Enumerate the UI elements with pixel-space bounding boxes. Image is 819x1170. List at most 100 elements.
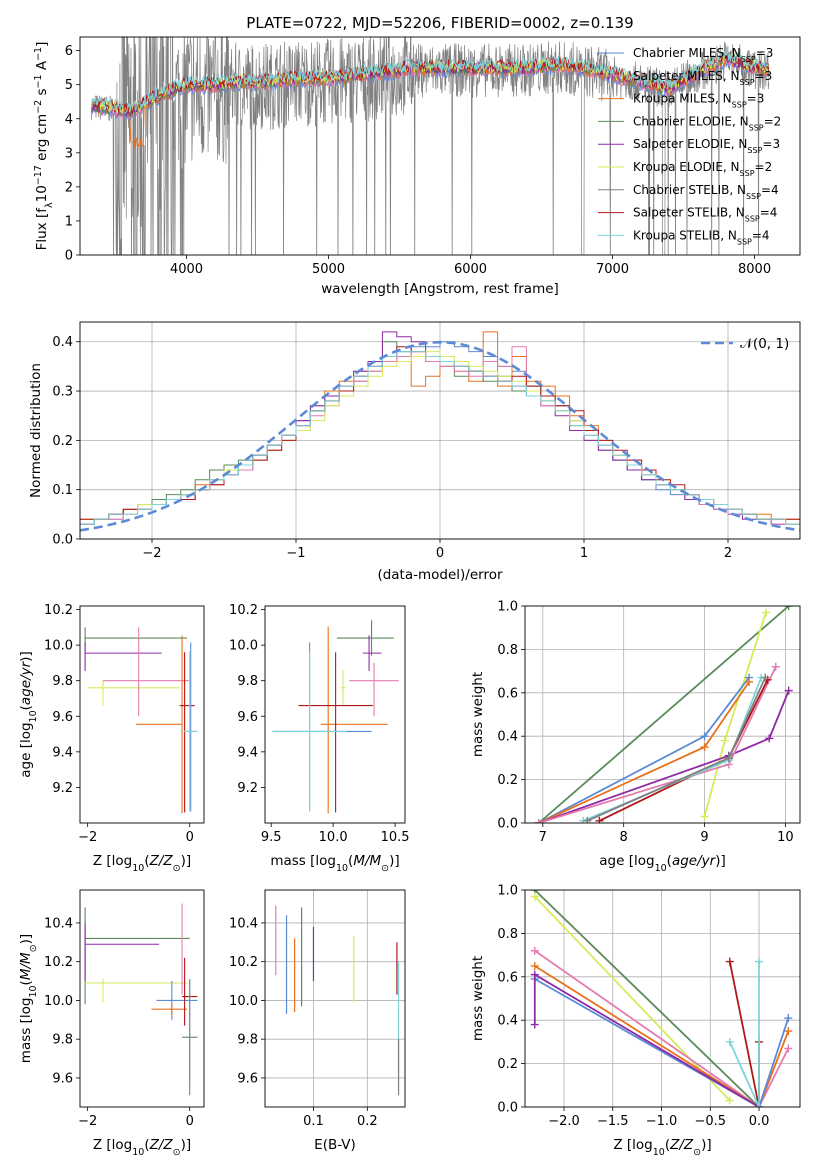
y-tick-label: 0.6: [497, 970, 518, 985]
plus-marker: [784, 1044, 793, 1053]
y-tick-label: 0: [65, 249, 73, 264]
y-tick-label: 9.6: [52, 710, 73, 725]
plus-marker: [745, 677, 754, 686]
x-tick-label: −1.0: [646, 1114, 678, 1129]
y-tick-label: 9.6: [237, 710, 258, 725]
mass-weight-line-green: [538, 606, 790, 823]
age_vs_mass-panel: 9.5 10.0 10.5 9.2 9.4 9.6 9.8 10.0 10.2 mass [log…: [229, 603, 410, 873]
plus-marker: [530, 961, 539, 970]
mass-weight-line-yellow: [534, 895, 731, 1102]
y-tick-label: 0.2: [497, 773, 518, 788]
x-tick-label: −2: [78, 830, 97, 845]
x-tick-label: −1: [286, 546, 305, 561]
y-tick-label: 0.0: [497, 817, 518, 832]
legend-entry: Salpeter ELODIE, NSSP=3: [633, 137, 780, 155]
mass-weight-line-green: [534, 890, 760, 1107]
plus-marker: [700, 812, 709, 821]
y-tick-label: 6: [65, 44, 73, 59]
mass-weight-line-blue: [534, 978, 790, 1107]
x-tick-label: 9: [700, 830, 708, 845]
y-tick-label: 10.2: [229, 955, 258, 970]
x-tick-label: 0: [186, 1114, 194, 1129]
y-tick-label: 10.0: [229, 639, 258, 654]
y-tick-label: 0.0: [497, 1101, 518, 1116]
y-tick-label: 0.4: [497, 730, 518, 745]
y-tick-label: 0.3: [52, 385, 73, 400]
x-tick-label: 8: [620, 830, 628, 845]
y-tick-label: 0.1: [52, 483, 73, 498]
x-axis-label: age [log10(age/yr)]: [599, 853, 725, 874]
legend: Chabrier MILES, NSSP=3 Salpeter MILES, NS…: [598, 46, 781, 246]
line-data: [530, 890, 793, 1107]
figure-title: PLATE=0722, MJD=52206, FIBERID=0002, z=0…: [246, 14, 633, 32]
y-tick-label: 9.2: [52, 781, 73, 796]
y-tick-label: 10.0: [44, 639, 73, 654]
x-axis-label: Z [log10(Z/Z⊙)]: [613, 1137, 711, 1158]
x-tick-label: 6000: [454, 262, 487, 277]
mass_vs_EBV-panel: 0.1 0.2 9.6 9.8 10.0 10.2 10.4 E(B-V): [229, 889, 406, 1153]
mass-weight-line-blue: [538, 677, 750, 823]
plus-marker: [725, 1096, 734, 1105]
y-tick-label: 0.4: [52, 335, 73, 350]
mass-weight-line-orange: [534, 965, 790, 1107]
x-tick-label: −0.5: [694, 1114, 726, 1129]
legend-entry: Salpeter MILES, NSSP=3: [633, 69, 772, 87]
x-tick-label: 0.0: [749, 1114, 770, 1129]
plus-marker: [700, 743, 709, 752]
x-tick-label: 0: [186, 830, 194, 845]
x-tick-label: −1.5: [597, 1114, 629, 1129]
x-tick-label: 2: [724, 546, 732, 561]
observed-spectrum: [91, 37, 770, 255]
x-tick-label: 7000: [596, 262, 629, 277]
plus-marker: [765, 734, 774, 743]
axes-frame: [79, 321, 801, 540]
y-tick-label: 10.0: [44, 994, 73, 1009]
y-axis-label: Normed distribution: [28, 363, 44, 498]
mass-weight-line-purple: [538, 690, 790, 823]
y-tick-label: 0.4: [497, 1014, 518, 1029]
y-tick-label: 0.2: [497, 1057, 518, 1072]
y-tick-label: 9.8: [237, 1033, 258, 1048]
massweight_vs_Z-panel: −2.0 −1.5 −1.0 −0.5 0.0 0.0 0.2 0.4 0.6 0.8 1.0 Z […: [470, 884, 801, 1158]
line-data: [534, 606, 793, 823]
plus-marker: [784, 1014, 793, 1023]
x-tick-label: 0.2: [357, 1114, 378, 1129]
y-axis-label: age [log10(age/yr)]: [18, 651, 39, 777]
y-tick-label: 5: [65, 78, 73, 93]
x-tick-label: −2: [78, 1114, 97, 1129]
mass-weight-line-red: [728, 961, 760, 1107]
y-axis-label: Flux [fλ10−17 erg cm−2 s−1 A−1]: [33, 42, 55, 251]
x-tick-label: 9.5: [261, 830, 282, 845]
legend-entry: Chabrier ELODIE, NSSP=2: [633, 114, 781, 131]
axes-frame: [524, 889, 801, 1108]
x-tick-label: 8000: [738, 262, 771, 277]
plus-marker: [724, 753, 733, 762]
mass-weight-line-pink: [534, 950, 790, 1107]
plus-marker: [784, 606, 793, 610]
y-tick-label: 4: [65, 112, 73, 127]
errorbar-data: [84, 903, 198, 1096]
plus-marker: [761, 673, 770, 682]
plus-marker: [530, 970, 539, 979]
y-tick-label: 0.0: [52, 533, 73, 548]
y-tick-label: 2: [65, 180, 73, 195]
plus-marker: [720, 736, 729, 745]
x-tick-label: 10.5: [381, 830, 410, 845]
y-tick-label: 9.4: [237, 745, 258, 760]
axes-frame: [524, 605, 801, 824]
mass-weight-line-orange: [538, 681, 750, 823]
x-axis-label: E(B-V): [314, 1137, 356, 1153]
x-tick-label: 10.0: [319, 830, 348, 845]
y-tick-label: 3: [65, 146, 73, 161]
y-tick-label: 9.2: [237, 781, 258, 796]
x-axis-label: Z [log10(Z/Z⊙)]: [93, 1137, 191, 1158]
errorbar-data: [84, 627, 198, 814]
mass-weight-line-purple: [533, 973, 760, 1107]
plus-marker: [784, 686, 793, 695]
y-axis-label: mass weight: [470, 956, 486, 1041]
plus-marker: [784, 1027, 793, 1036]
y-tick-label: 10.4: [44, 916, 73, 931]
histogram-data: [80, 331, 800, 539]
plus-marker: [762, 608, 771, 617]
